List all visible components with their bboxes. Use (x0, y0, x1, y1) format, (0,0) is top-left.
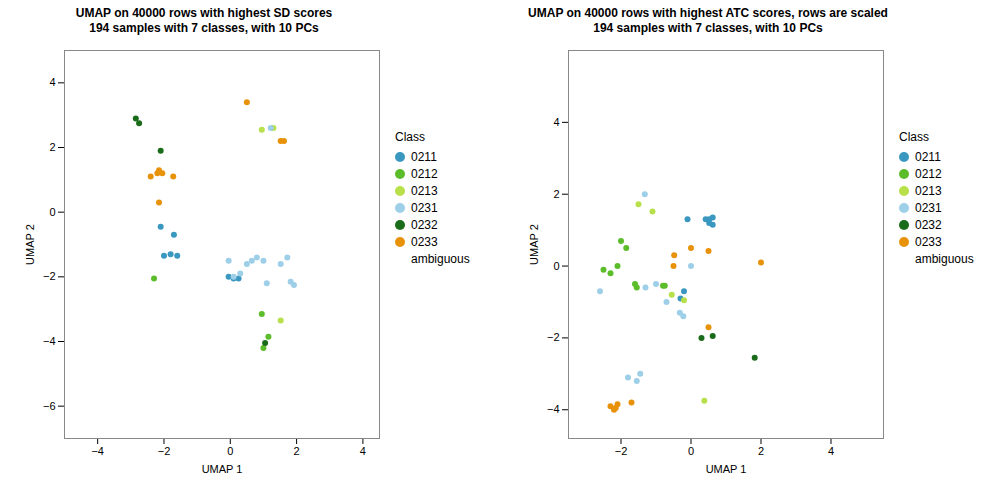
html-text:ambiguous: ambiguous (915, 251, 974, 266)
svg-text:4: 4 (553, 116, 559, 128)
svg-text:UMAP 2: UMAP 2 (528, 224, 540, 265)
svg-text:2: 2 (553, 188, 559, 200)
html-text:0213: 0213 (411, 183, 438, 198)
svg-text:−2: −2 (547, 331, 560, 343)
svg-text:0: 0 (553, 260, 559, 272)
svg-text:−2: −2 (43, 270, 56, 282)
html-text:0211: 0211 (411, 149, 437, 164)
svg-text:2: 2 (294, 445, 300, 457)
svg-text:UMAP 2: UMAP 2 (24, 224, 36, 265)
svg-text:0: 0 (49, 206, 55, 218)
svg-text:4: 4 (49, 76, 55, 88)
svg-text:−6: −6 (43, 400, 56, 412)
html-text:0231: 0231 (915, 200, 942, 215)
html-text:ambiguous: ambiguous (411, 251, 470, 266)
html-text:UMAP on 40000 rows with highes: UMAP on 40000 rows with highest SD score… (75, 6, 333, 20)
svg-text:UMAP 1: UMAP 1 (706, 463, 747, 475)
svg-text:2: 2 (758, 445, 764, 457)
html-text:194 samples with 7 classes, wi: 194 samples with 7 classes, with 10 PCs (89, 21, 319, 35)
svg-text:−4: −4 (91, 445, 104, 457)
html-text:0233: 0233 (411, 234, 438, 249)
svg-text:2: 2 (49, 141, 55, 153)
html-text:194 samples with 7 classes, wi: 194 samples with 7 classes, with 10 PCs (593, 21, 823, 35)
html-text:Class: Class (899, 130, 929, 144)
html-text:0211: 0211 (915, 149, 941, 164)
svg-text:0: 0 (688, 445, 694, 457)
html-text:0213: 0213 (915, 183, 942, 198)
svg-text:−4: −4 (547, 403, 560, 415)
html-text:0212: 0212 (915, 166, 942, 181)
html-text:0212: 0212 (411, 166, 438, 181)
svg-text:4: 4 (360, 445, 366, 457)
svg-text:−2: −2 (158, 445, 171, 457)
svg-text:0: 0 (227, 445, 233, 457)
html-text:UMAP on 40000 rows with highes: UMAP on 40000 rows with highest ATC scor… (528, 6, 888, 20)
svg-text:UMAP 1: UMAP 1 (202, 463, 243, 475)
svg-text:−2: −2 (615, 445, 628, 457)
html-text:0233: 0233 (915, 234, 942, 249)
html-text:0232: 0232 (915, 217, 942, 232)
html-text:0231: 0231 (411, 200, 438, 215)
html-text:Class: Class (395, 130, 425, 144)
svg-text:4: 4 (828, 445, 834, 457)
html-text:0232: 0232 (411, 217, 438, 232)
svg-text:−4: −4 (43, 335, 56, 347)
